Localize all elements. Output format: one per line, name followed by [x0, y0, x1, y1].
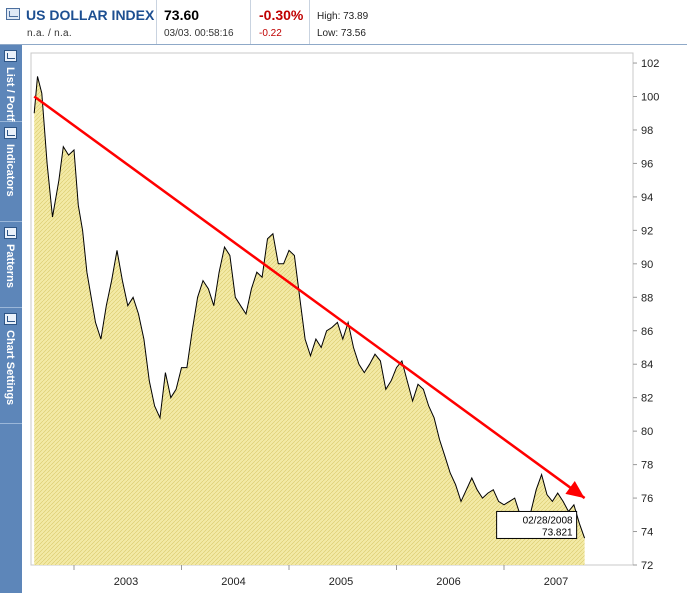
chart-icon[interactable] [6, 8, 20, 20]
y-tick-label: 92 [641, 225, 653, 237]
day-high: High: 73.89 [317, 11, 369, 22]
trendline[interactable] [33, 95, 586, 500]
instrument-cell: US DOLLAR INDEX n.a. / n.a. [0, 0, 157, 44]
tab-label: Patterns [4, 244, 16, 289]
indicators-icon [4, 127, 17, 139]
patterns-icon [4, 227, 17, 239]
tab-chart-settings[interactable]: Chart Settings [0, 308, 22, 424]
tooltip-value: 73.821 [542, 527, 573, 538]
plot-area [30, 52, 634, 566]
y-tick-label: 96 [641, 158, 653, 170]
x-tick-label: 2005 [329, 576, 353, 588]
quote-time: 03/03. 00:58:16 [164, 28, 234, 39]
day-low: Low: 73.56 [317, 28, 366, 39]
y-tick-label: 100 [641, 92, 659, 104]
quote-header: US DOLLAR INDEX n.a. / n.a. 73.60 03/03.… [0, 0, 687, 45]
settings-icon [4, 313, 17, 325]
price-area [34, 76, 585, 566]
x-tick-label: 2007 [544, 576, 568, 588]
price-chart[interactable]: 72 74 76 78 80 82 84 86 88 90 92 94 96 98 100 102 2003 20… [23, 45, 687, 593]
y-tick-label: 90 [641, 259, 653, 271]
instrument-title[interactable]: US DOLLAR INDEX [26, 7, 155, 23]
x-tick-label: 2004 [221, 576, 245, 588]
tab-label: Indicators [4, 144, 16, 197]
list-icon [4, 50, 17, 62]
tab-list-portfolio[interactable]: List / Portfolio [0, 45, 22, 141]
change-percent: -0.30% [259, 7, 304, 23]
tab-label: Chart Settings [4, 330, 16, 406]
sidebar: List / Portfolio Indicators Patterns Cha… [0, 45, 22, 593]
x-tick-label: 2006 [436, 576, 460, 588]
y-tick-label: 76 [641, 493, 653, 505]
y-tick-label: 80 [641, 426, 653, 438]
tab-indicators[interactable]: Indicators [0, 122, 22, 222]
y-tick-label: 94 [641, 192, 653, 204]
instrument-subtitle: n.a. / n.a. [27, 28, 72, 39]
y-tick-label: 74 [641, 527, 653, 539]
tooltip-date: 02/28/2008 [523, 515, 573, 526]
last-price: 73.60 [164, 7, 200, 23]
change-cell: -0.30% -0.22 [251, 0, 310, 44]
y-tick-label: 78 [641, 460, 653, 472]
x-tick-label: 2003 [114, 576, 138, 588]
y-tick-label: 86 [641, 326, 653, 338]
y-tick-label: 102 [641, 58, 659, 70]
tooltip-box [496, 510, 578, 539]
price-line [33, 76, 586, 539]
y-tick-label: 84 [641, 359, 653, 371]
price-cell: 73.60 03/03. 00:58:16 [157, 0, 251, 44]
change-absolute: -0.22 [259, 28, 282, 39]
y-tick-label: 82 [641, 393, 653, 405]
y-tick-label: 72 [641, 560, 653, 572]
axes: 72 74 76 78 80 82 84 86 88 90 92 94 96 98 100 102 2003 20… [73, 58, 659, 588]
trendline-arrowhead [565, 481, 585, 499]
y-tick-label: 98 [641, 125, 653, 137]
y-tick-label: 88 [641, 292, 653, 304]
tab-patterns[interactable]: Patterns [0, 222, 22, 308]
range-cell: High: 73.89 Low: 73.56 [310, 0, 687, 44]
